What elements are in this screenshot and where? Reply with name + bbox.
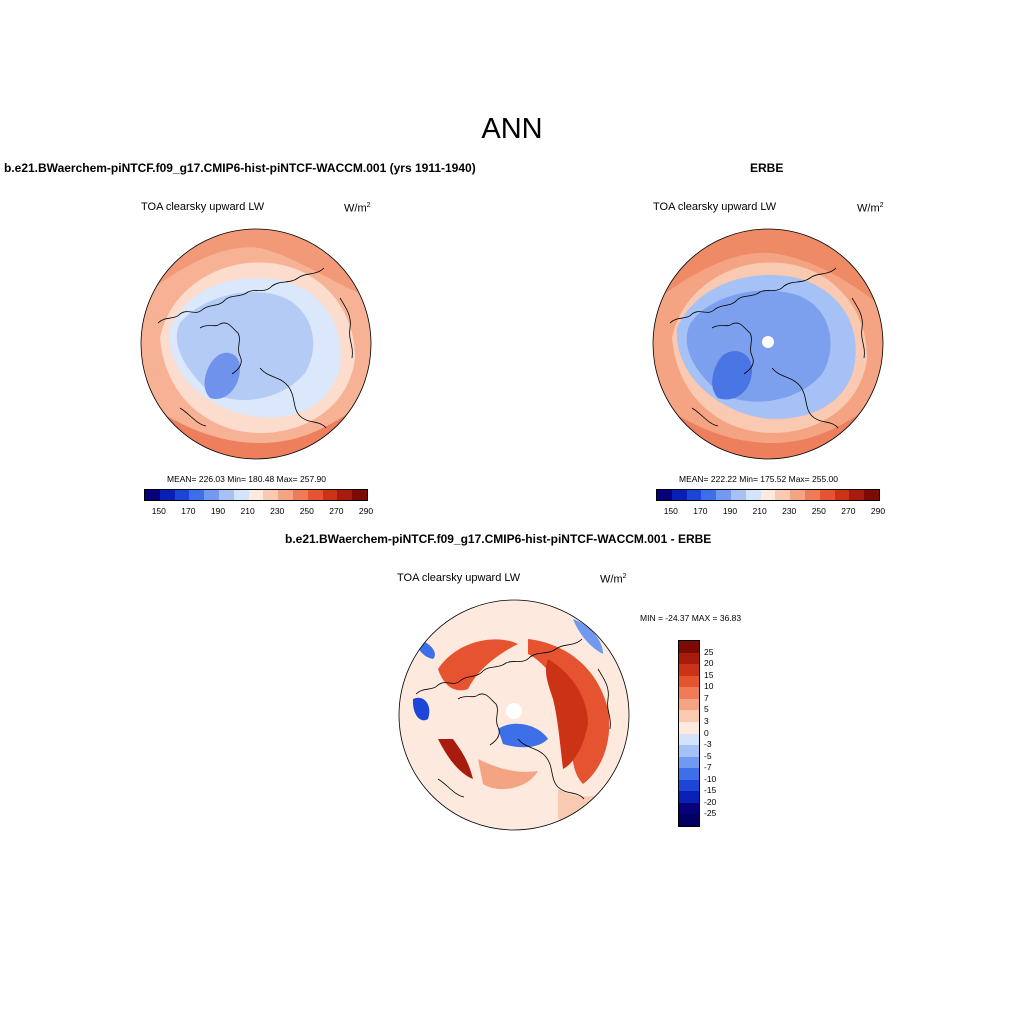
colorbar-tick-label: -5 xyxy=(704,750,712,761)
colorbar-tick-label: 3 xyxy=(704,715,709,726)
colorbar-swatch xyxy=(679,756,699,769)
panel-3-units: W/m2 xyxy=(600,573,627,586)
colorbar-tick-label: 230 xyxy=(782,506,797,516)
colorbar-swatch xyxy=(679,768,699,780)
colorbar-tick-label: 0 xyxy=(704,727,709,738)
colorbar-swatch xyxy=(174,490,190,500)
colorbar-swatch xyxy=(322,490,338,500)
colorbar-tick-label: 190 xyxy=(722,506,738,516)
colorbar-swatch xyxy=(352,490,367,500)
colorbar-swatch xyxy=(679,779,699,792)
figure-title: ANN xyxy=(481,113,543,145)
panel-2-colorbar xyxy=(656,489,880,501)
colorbar-swatch xyxy=(679,814,699,826)
colorbar-tick-label: -15 xyxy=(704,785,717,796)
colorbar-swatch xyxy=(679,710,699,722)
colorbar-swatch xyxy=(679,675,699,688)
colorbar-swatch xyxy=(671,490,687,500)
colorbar-swatch xyxy=(248,490,264,500)
panel-3-stats: MIN = -24.37 MAX = 36.83 xyxy=(640,613,742,623)
colorbar-swatch xyxy=(679,745,699,757)
colorbar-tick-label: -3 xyxy=(704,739,712,750)
colorbar-tick-label: -7 xyxy=(704,762,712,773)
panel-2-polar-map xyxy=(652,228,884,460)
panel-1-header: b.e21.BWaerchem-piNTCF.f09_g17.CMIP6-his… xyxy=(4,161,476,175)
colorbar-tick-label: 150 xyxy=(151,506,166,516)
colorbar-tick-label: 290 xyxy=(870,506,886,516)
colorbar-swatch xyxy=(790,490,805,500)
panel-3-colorbar-labels: 25 20 15 10 7 5 3 0 -3 -5 -7 -10 -15 -20 -25 xyxy=(704,640,734,825)
colorbar-tick-label: -10 xyxy=(704,773,717,784)
panel-3-variable-label: TOA clearsky upward LW xyxy=(397,572,521,584)
colorbar-swatch xyxy=(657,490,672,500)
colorbar-tick-label: 270 xyxy=(329,506,344,516)
colorbar-swatch xyxy=(263,490,279,500)
colorbar-swatch xyxy=(804,490,820,500)
panel-1-colorbar-labels: 150 170 190 210 230 250 270 290 xyxy=(144,506,373,516)
colorbar-swatch xyxy=(686,490,702,500)
colorbar-tick-label: 15 xyxy=(704,669,714,680)
colorbar-swatch xyxy=(730,490,746,500)
colorbar-tick-label: -20 xyxy=(704,796,717,807)
colorbar-swatch xyxy=(679,664,699,676)
colorbar-tick-label: 250 xyxy=(299,506,314,516)
panel-2-units: W/m2 xyxy=(857,202,884,215)
panel-2-colorbar-labels: 150 170 190 210 230 250 270 290 xyxy=(656,506,885,516)
panel-3-polar-map xyxy=(398,599,630,831)
colorbar-tick-label: 10 xyxy=(704,681,714,692)
colorbar-tick-label: 7 xyxy=(704,692,709,703)
colorbar-swatch xyxy=(292,490,308,500)
panel-1-stats: MEAN= 226.03 Min= 180.48 Max= 257.90 xyxy=(167,474,327,484)
panel-1-polar-map xyxy=(140,228,372,460)
colorbar-tick-label: 190 xyxy=(210,506,226,516)
colorbar-swatch xyxy=(834,490,850,500)
colorbar-tick-label: 210 xyxy=(752,506,767,516)
colorbar-swatch xyxy=(307,490,323,500)
colorbar-tick-label: 210 xyxy=(240,506,255,516)
colorbar-swatch xyxy=(679,721,699,734)
colorbar-swatch xyxy=(745,490,761,500)
colorbar-tick-label: 170 xyxy=(181,506,196,516)
colorbar-tick-label: 230 xyxy=(270,506,285,516)
colorbar-tick-label: 20 xyxy=(704,658,714,669)
colorbar-tick-label: 150 xyxy=(663,506,678,516)
colorbar-swatch xyxy=(716,490,731,500)
panel-3-colorbar xyxy=(678,640,700,827)
panel-2-variable-label: TOA clearsky upward LW xyxy=(653,201,777,213)
colorbar-swatch xyxy=(189,490,205,500)
colorbar-swatch xyxy=(679,698,699,711)
colorbar-swatch xyxy=(679,802,699,815)
colorbar-swatch xyxy=(849,490,865,500)
panel-2-stats: MEAN= 222.22 Min= 175.52 Max= 255.00 xyxy=(679,474,839,484)
colorbar-tick-label: 5 xyxy=(704,704,709,715)
panel-2-header: ERBE xyxy=(750,161,784,175)
colorbar-swatch xyxy=(204,490,219,500)
panel-3-header: b.e21.BWaerchem-piNTCF.f09_g17.CMIP6-his… xyxy=(285,532,712,546)
colorbar-swatch xyxy=(679,791,699,803)
colorbar-swatch xyxy=(679,641,699,653)
colorbar-swatch xyxy=(679,652,699,665)
colorbar-tick-label: 270 xyxy=(841,506,856,516)
colorbar-swatch xyxy=(864,490,879,500)
colorbar-swatch xyxy=(819,490,835,500)
colorbar-swatch xyxy=(145,490,160,500)
colorbar-tick-label: 170 xyxy=(693,506,708,516)
colorbar-swatch xyxy=(278,490,293,500)
panel-1-variable-label: TOA clearsky upward LW xyxy=(141,201,265,213)
panel-1-colorbar xyxy=(144,489,368,501)
colorbar-tick-label: 290 xyxy=(358,506,374,516)
colorbar-swatch xyxy=(775,490,791,500)
colorbar-tick-label: -25 xyxy=(704,808,717,819)
colorbar-swatch xyxy=(233,490,249,500)
colorbar-swatch xyxy=(679,687,699,699)
panel-1-units: W/m2 xyxy=(344,202,371,215)
colorbar-tick-label: 250 xyxy=(811,506,826,516)
colorbar-swatch xyxy=(337,490,353,500)
colorbar-swatch xyxy=(159,490,175,500)
colorbar-swatch xyxy=(760,490,776,500)
colorbar-swatch xyxy=(679,733,699,746)
colorbar-tick-label: 25 xyxy=(704,646,714,657)
colorbar-swatch xyxy=(218,490,234,500)
colorbar-swatch xyxy=(701,490,717,500)
